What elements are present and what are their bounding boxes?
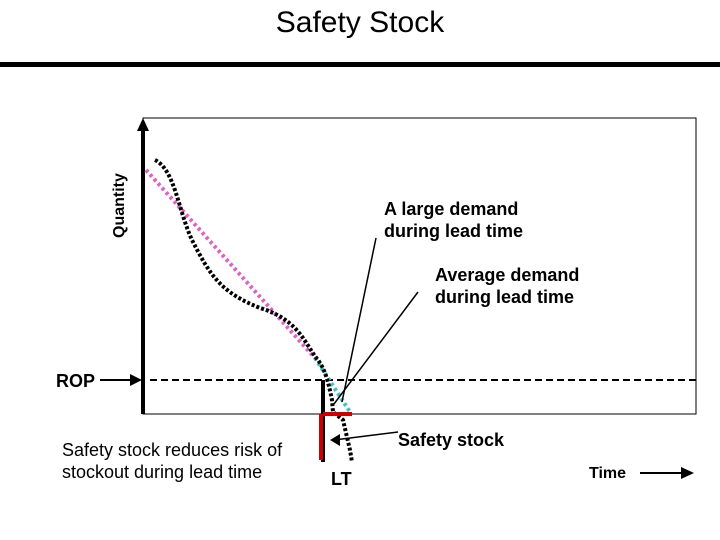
- x-axis-arrow-icon: [681, 467, 694, 479]
- lead-time-label: LT: [331, 469, 352, 489]
- large-demand-pointer: [341, 237, 377, 403]
- average-demand-label: Average demand during lead time: [435, 265, 580, 307]
- average-demand-pointer: [333, 291, 419, 405]
- x-axis-label: Time: [589, 465, 627, 482]
- rop-label: ROP: [56, 371, 96, 391]
- plot-frame: [142, 117, 697, 415]
- page-title: Safety Stock: [275, 6, 445, 39]
- title-divider: [0, 62, 720, 67]
- rop-arrow-icon: [130, 374, 142, 386]
- y-axis-arrow-icon: [137, 118, 149, 131]
- average-demand-tail: [313, 356, 352, 414]
- y-axis-label: Quantity: [111, 173, 128, 238]
- safety-stock-arrow-icon: [330, 434, 340, 446]
- risk-note: Safety stock reduces risk of stockout du…: [62, 440, 283, 482]
- large-demand-label: A large demand during lead time: [384, 199, 524, 241]
- safety-stock-pointer: [333, 431, 399, 441]
- average-demand-line: [144, 168, 317, 360]
- safety-stock-label: Safety stock: [398, 430, 505, 450]
